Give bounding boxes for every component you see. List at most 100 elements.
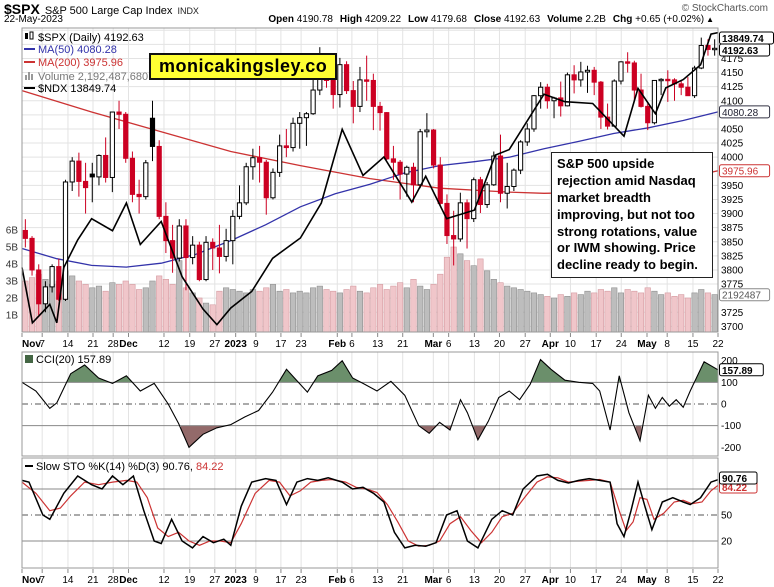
date-label: 17 <box>275 575 287 586</box>
quote-value: +0.65 (+0.02%) <box>632 14 705 25</box>
candle-body <box>156 145 162 217</box>
price-tick-label: 4025 <box>721 139 744 150</box>
date-label: 27 <box>209 339 221 350</box>
price-tick-label: 4050 <box>721 124 744 135</box>
candle-body <box>364 79 370 82</box>
candle-body <box>631 62 637 91</box>
candle-body <box>658 78 664 82</box>
date-label: 8 <box>664 575 670 586</box>
date-label: May <box>637 575 657 586</box>
cci-panel-label: CCI(20) 157.89 <box>36 354 111 366</box>
candle-body <box>143 162 149 198</box>
volume-bar <box>517 289 524 333</box>
watermark: monicakingsley.co <box>149 53 338 80</box>
candle-body <box>424 129 430 133</box>
volume-bar <box>664 292 671 333</box>
quote-label: Volume <box>547 14 583 25</box>
volume-bar <box>115 284 123 333</box>
volume-bar <box>684 297 691 333</box>
ma50-line <box>21 111 719 268</box>
candle-body <box>578 71 584 81</box>
candle-body <box>377 105 383 114</box>
volume-bar <box>584 290 591 333</box>
volume-axis-label: 4B <box>6 260 19 271</box>
candle-body <box>223 240 229 257</box>
volume-bar <box>236 290 243 333</box>
date-label: 21 <box>87 575 99 586</box>
price-tick-label: 4100 <box>721 96 744 107</box>
copyright: © StockCharts.com <box>681 3 768 14</box>
candle-body <box>96 154 102 178</box>
sto-d-callout: 84.22 <box>722 483 747 494</box>
quote-value: 4179.68 <box>428 14 467 25</box>
cci-tick-label: 0 <box>721 400 727 411</box>
cci-indicator-icon <box>25 355 33 363</box>
price-tick-label: 4150 <box>721 68 744 79</box>
cci-overbought-fill <box>532 360 579 383</box>
candle-body <box>712 47 718 51</box>
candle-body <box>256 157 263 163</box>
candle-body <box>310 89 316 115</box>
volume-bar <box>611 287 618 333</box>
volume-bar <box>403 287 410 333</box>
price-tick-label: 3875 <box>721 223 744 234</box>
overlay-legend: $SPX (Daily) 4192.63 MA(50) 4080.28 MA(200… <box>24 31 148 96</box>
volume-bar <box>597 289 604 333</box>
quote-label: Low <box>408 14 429 25</box>
candle-body <box>417 131 423 186</box>
price-tick-label: 3725 <box>721 308 744 319</box>
date-label: 6 <box>349 575 355 586</box>
volume-callout: 2192487 <box>722 291 761 302</box>
volume-bar <box>243 292 250 333</box>
candle-body <box>22 229 28 239</box>
candle-body <box>504 185 510 194</box>
date-label: 23 <box>296 575 308 586</box>
panel-border <box>21 457 719 569</box>
price-tick-label: 3775 <box>721 280 744 291</box>
volume-bar <box>283 289 290 333</box>
candle-body <box>591 69 597 83</box>
quote-header-row: 22-May-2023 Open 4190.78 High 4209.22 Low … <box>4 14 770 27</box>
candle-body <box>511 169 517 187</box>
date-label: May <box>637 339 657 350</box>
candle-body <box>651 79 658 124</box>
candle-body <box>290 122 296 149</box>
candle-body <box>297 117 303 124</box>
volume-bar <box>470 265 477 333</box>
ndx-line-swatch <box>24 87 35 89</box>
date-label: 21 <box>397 339 409 350</box>
ndx-callout: 13849.74 <box>722 34 764 45</box>
candle-body <box>484 184 490 206</box>
volume-bar <box>510 287 517 333</box>
candle-body <box>571 74 577 81</box>
volume-bar <box>658 294 665 333</box>
cci-callout: 157.89 <box>722 366 753 377</box>
volume-bar <box>95 285 103 333</box>
sto-tick-label: 20 <box>721 536 733 547</box>
candle-body <box>149 117 156 147</box>
volume-bar <box>430 284 437 333</box>
candle-body <box>176 225 182 259</box>
volume-bar <box>303 292 310 333</box>
candle-body <box>430 129 437 166</box>
volume-bar <box>129 284 136 333</box>
date-label: 6 <box>349 339 355 350</box>
candle-body <box>390 158 397 163</box>
volume-bar <box>162 278 169 333</box>
legend-item-label: $NDX 13849.74 <box>38 83 117 95</box>
date-label: 9 <box>253 339 259 350</box>
date-label: 2023 <box>225 575 248 586</box>
volume-bar <box>443 256 451 333</box>
candle-body <box>216 247 223 257</box>
date-label: 9 <box>253 575 259 586</box>
cci-oversold-fill <box>181 425 226 447</box>
candle-body <box>444 202 450 237</box>
volume-bar <box>323 289 330 333</box>
candle-body <box>410 166 417 186</box>
ma50-line-swatch <box>24 48 35 50</box>
candle-body <box>116 111 122 115</box>
ma200-callout: 3975.96 <box>722 167 759 178</box>
volume-bars-icon <box>24 70 35 84</box>
volume-bar <box>544 295 551 333</box>
candle-body <box>397 161 403 175</box>
